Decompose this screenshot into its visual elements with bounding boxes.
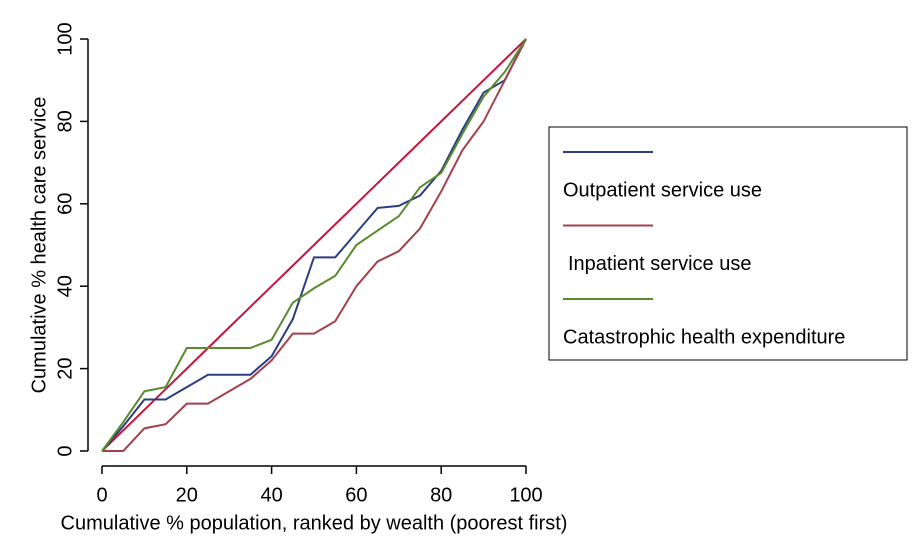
x-tick-label: 100 (509, 484, 542, 506)
x-tick-label: 40 (260, 484, 282, 506)
x-axis-label: Cumulative % population, ranked by wealt… (61, 512, 568, 534)
series-line (101, 38, 527, 452)
x-tick-label: 0 (96, 484, 107, 506)
y-tick-label: 0 (54, 445, 76, 456)
series-line (101, 38, 527, 452)
x-tick-label: 60 (345, 484, 367, 506)
y-tick-label: 100 (54, 22, 76, 55)
y-tick-label: 80 (54, 110, 76, 132)
legend-box (548, 126, 908, 361)
series-line (102, 38, 527, 452)
y-tick-label: 60 (54, 193, 76, 215)
x-tick-label: 20 (176, 484, 198, 506)
y-tick-label: 40 (54, 275, 76, 297)
series-line (101, 38, 527, 452)
legend-label: Catastrophic health expenditure (563, 326, 845, 348)
y-tick-label: 20 (54, 357, 76, 379)
x-tick-label: 80 (430, 484, 452, 506)
legend-label: Inpatient service use (568, 253, 751, 275)
legend-label: Outpatient service use (563, 179, 762, 201)
y-axis-label: Cumulative % health care service (28, 97, 50, 394)
